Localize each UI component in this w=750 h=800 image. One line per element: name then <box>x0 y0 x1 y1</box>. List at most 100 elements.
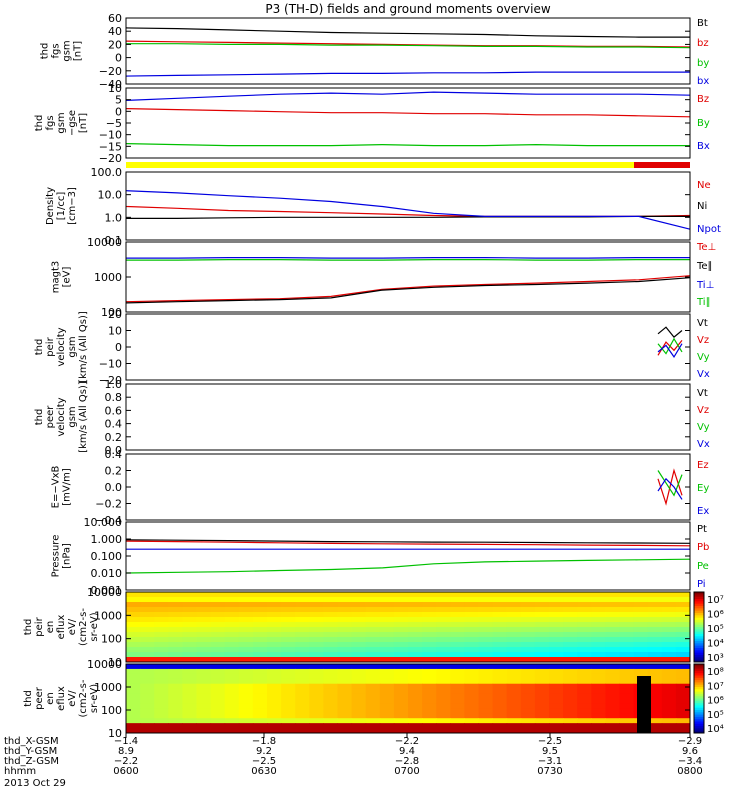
peir_eflux-heatmap-cell <box>154 657 169 663</box>
peer_eflux-heatmap-cell <box>577 688 592 695</box>
peir_eflux-colorbar-cell <box>694 650 704 654</box>
peir_eflux-heatmap-cell <box>591 607 606 613</box>
fgs_gse-frame <box>125 87 691 159</box>
peer_eflux-heatmap-cell <box>675 698 691 704</box>
peer_eflux-heatmap-cell <box>464 718 479 724</box>
peir_eflux-heatmap-cell <box>492 592 508 598</box>
peer_eflux-colorbar-cell <box>694 726 704 729</box>
peir_velocity-series-Vx-line <box>657 343 683 359</box>
peir_eflux-heatmap-cell <box>182 597 197 603</box>
peer_eflux-ylabel-line: peer <box>34 686 45 710</box>
peir_eflux-colorbar-cell <box>694 617 704 621</box>
peer_eflux-heatmap-cell <box>168 723 183 729</box>
peir_eflux-heatmap-cell <box>196 642 212 648</box>
peer_eflux-heatmap-cell <box>478 668 494 675</box>
peer_eflux-heatmap-cell <box>506 713 522 719</box>
peer_eflux-heatmap-cell <box>436 688 451 695</box>
peir_eflux-colorbar-cell <box>694 641 704 644</box>
peer_eflux-heatmap-cell <box>295 723 310 729</box>
peer_eflux-ytick-label: 10 <box>108 727 122 740</box>
peer_eflux-heatmap-cell <box>605 728 620 734</box>
peer_eflux-heatmap-cell <box>379 713 395 719</box>
peir_eflux-heatmap-cell <box>351 652 367 658</box>
efield-ytick-label: 0.2 <box>105 465 123 478</box>
peir_eflux-heatmap-cell <box>605 632 620 638</box>
peir_eflux-ytick-label: 10000 <box>87 586 122 599</box>
peer_eflux-heatmap-cell <box>619 678 635 685</box>
peer_eflux-heatmap-cell <box>267 703 282 709</box>
peir_eflux-heatmap-cell <box>450 612 465 618</box>
peer_eflux-heatmap-cell <box>295 668 310 675</box>
peer_eflux-heatmap-cell <box>563 693 578 699</box>
peer_eflux-heatmap-cell <box>351 678 367 685</box>
peir_eflux-heatmap-cell <box>337 597 353 603</box>
peir_eflux-heatmap-cell <box>408 612 423 618</box>
peir_eflux-heatmap-cell <box>605 602 620 608</box>
peir_eflux-heatmap-cell <box>351 647 367 653</box>
peer_eflux-heatmap-cell <box>154 698 169 704</box>
peer_eflux-heatmap-cell <box>422 723 437 729</box>
peir_eflux-heatmap-cell <box>281 657 296 663</box>
peir_eflux-heatmap-cell <box>563 597 578 603</box>
temperature-ytick-label: 10000 <box>87 236 122 249</box>
peir_eflux-heatmap-cell <box>182 642 197 648</box>
peir_eflux-heatmap-cell <box>140 657 155 663</box>
peer_eflux-heatmap-cell <box>534 688 550 695</box>
peir_eflux-heatmap-cell <box>436 612 451 618</box>
efield-ytick-label: 0.0 <box>105 481 123 494</box>
peer_eflux-heatmap-cell <box>154 703 169 709</box>
peer_eflux-heatmap-cell <box>154 678 169 685</box>
peer_eflux-heatmap-cell <box>267 688 282 695</box>
peer_eflux-heatmap-cell <box>210 718 226 724</box>
peir_eflux-heatmap-cell <box>309 647 324 653</box>
peer_eflux-heatmap-cell <box>168 668 183 675</box>
peir_eflux-colorbar-frame <box>693 591 705 663</box>
peir_eflux-heatmap-cell <box>393 642 409 648</box>
peer_eflux-heatmap-cell <box>196 683 212 690</box>
peer_eflux-heatmap-cell <box>126 708 141 714</box>
peir_eflux-heatmap-cell <box>365 637 381 643</box>
peer_eflux-heatmap-cell <box>422 683 437 690</box>
pressure-ylabel-line: Pressure <box>51 535 62 578</box>
peer_eflux-heatmap-cell <box>295 678 310 685</box>
peer_eflux-colorbar-cell <box>694 689 704 693</box>
peer_eflux-colorbar-cell <box>694 680 704 683</box>
peer_eflux-heatmap-cell <box>647 703 663 709</box>
peer_eflux-heatmap-cell <box>591 718 606 724</box>
peer_eflux-colorbar-cell <box>694 670 704 674</box>
peer_eflux-heatmap-cell <box>323 718 338 724</box>
peir_eflux-heatmap-cell <box>661 602 677 608</box>
peir_eflux-heatmap-cell <box>450 657 465 663</box>
peer_eflux-heatmap-cell <box>140 708 155 714</box>
peer_eflux-heatmap-cell <box>520 728 536 734</box>
peir_velocity-series-Vt-line <box>657 326 683 338</box>
peir_eflux-heatmap-cell <box>309 632 324 638</box>
peer_eflux-heatmap-cell <box>534 664 550 670</box>
fgs_gse-ytick-label: 10 <box>108 82 122 95</box>
peer_eflux-heatmap-cell <box>619 673 635 680</box>
peir_eflux-heatmap-cell <box>351 637 367 643</box>
peer_eflux-heatmap-cell <box>196 678 212 685</box>
pressure-legend-Pb: Pb <box>697 542 709 553</box>
peer_eflux-heatmap-cell <box>365 664 381 670</box>
peer_eflux-heatmap-cell <box>605 673 620 680</box>
peer_eflux-heatmap-cell <box>534 673 550 680</box>
peir_eflux-heatmap-cell <box>534 652 550 658</box>
peer_eflux-heatmap-cell <box>379 693 395 699</box>
peer_eflux-colorbar-cell <box>694 668 704 672</box>
peer_eflux-heatmap-cell <box>563 718 578 724</box>
peir_eflux-heatmap-cell <box>408 617 423 623</box>
peer_eflux-heatmap-cell <box>210 683 226 690</box>
peir_eflux-heatmap-cell <box>520 642 536 648</box>
peir_eflux-heatmap-cell <box>619 617 635 623</box>
peir_eflux-heatmap-cell <box>436 622 451 628</box>
peir_eflux-heatmap-cell <box>520 612 536 618</box>
peir_eflux-heatmap-cell <box>252 622 268 628</box>
peer_eflux-heatmap-cell <box>675 708 691 714</box>
peir_eflux-heatmap-cell <box>210 607 226 613</box>
fgs_gsm-legend-bz: bz <box>697 38 709 49</box>
peer_velocity-ylabel-line: gsm <box>67 406 78 427</box>
peir_velocity-ytick-label: 20 <box>108 308 122 321</box>
peir_eflux-heatmap-cell <box>337 637 353 643</box>
panel-pressure: Pt Pb Pe Pi 10.000 1.000 0.100 0.010 0.001 Pressu… <box>51 516 710 597</box>
